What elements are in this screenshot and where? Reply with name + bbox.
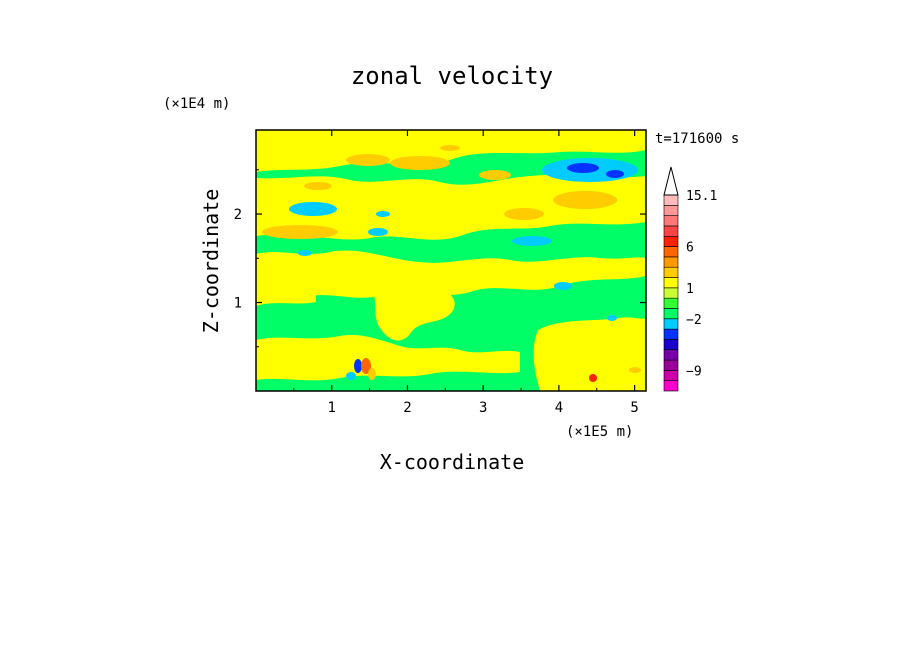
orange-patch-2	[346, 154, 390, 166]
colorbar-swatch	[663, 339, 679, 351]
x-tick-label: 3	[479, 400, 487, 416]
cyan-patch-9	[346, 372, 356, 380]
x-axis-title: X-coordinate	[380, 450, 525, 474]
colorbar-swatch	[663, 225, 679, 237]
x-tick-label: 4	[555, 400, 563, 416]
colorbar-swatch	[663, 308, 679, 320]
colorbar-label: 1	[686, 282, 694, 297]
cyan-patch-8	[298, 250, 312, 256]
orange-patch-8	[440, 145, 460, 151]
cyan-patch-7	[607, 315, 617, 321]
y-axis-title: Z-coordinate	[199, 189, 223, 334]
colorbar-swatch	[663, 349, 679, 361]
y-tick-label: 1	[234, 296, 242, 312]
orange-patch-5	[304, 182, 332, 190]
cyan-patch-6	[554, 282, 572, 290]
colorbar-swatch	[663, 277, 679, 289]
colorbar: 15.1 6 1 −2 −9	[663, 166, 717, 392]
yellow-band-lower-left	[256, 334, 520, 381]
time-label: t=171600 s	[655, 131, 739, 147]
orange-patch-9	[368, 368, 376, 380]
orange-patch-10	[629, 367, 641, 373]
x-unit-label: (×1E5 m)	[566, 424, 633, 440]
cyan-patch-5	[376, 211, 390, 217]
colorbar-swatch	[663, 318, 679, 330]
yellow-block-lower-right	[533, 317, 646, 391]
colorbar-swatch	[663, 194, 679, 206]
colorbar-swatch	[663, 256, 679, 268]
colorbar-label: −2	[686, 313, 702, 328]
colorbar-swatch	[663, 380, 679, 392]
colorbar-swatch	[663, 370, 679, 381]
colorbar-swatch	[663, 235, 679, 247]
cyan-patch-4	[368, 228, 388, 236]
blue-patch-2	[606, 170, 624, 178]
blue-patch-1	[567, 163, 599, 173]
colorbar-swatch	[663, 328, 679, 340]
orange-patch-3	[390, 156, 450, 170]
x-tick-label: 2	[403, 400, 411, 416]
cyan-patch-1	[289, 202, 337, 216]
colorbar-label: −9	[686, 364, 702, 379]
x-tick-label: 5	[630, 400, 638, 416]
colorbar-label: 15.1	[686, 189, 717, 204]
y-axis: 12	[234, 169, 646, 348]
red-patch-2	[589, 374, 597, 382]
colorbar-swatch	[663, 246, 679, 258]
colorbar-swatch	[663, 266, 679, 278]
colorbar-swatch	[663, 359, 679, 371]
blue-patch-3	[354, 359, 362, 373]
colorbar-label: 6	[686, 241, 694, 256]
orange-patch-4	[479, 170, 511, 180]
y-tick-label: 2	[234, 207, 242, 223]
colorbar-swatch	[663, 205, 679, 216]
yellow-lobe-center	[370, 271, 455, 341]
x-tick-label: 1	[328, 400, 336, 416]
orange-patch-6	[553, 191, 617, 209]
yellow-band-middle	[256, 250, 646, 300]
colorbar-swatch	[663, 215, 679, 227]
red-patch-1	[361, 358, 371, 374]
orange-patch-7	[504, 208, 544, 220]
yellow-band-upper	[256, 174, 646, 240]
colorbar-swatch	[663, 287, 679, 299]
chart-title: zonal velocity	[351, 62, 553, 90]
colorbar-extension-arrow	[663, 166, 679, 196]
cyan-patch-3	[512, 236, 552, 246]
y-unit-label: (×1E4 m)	[163, 96, 230, 112]
colorbar-swatch	[663, 297, 679, 309]
orange-patch-1	[262, 225, 338, 239]
plot-frame	[255, 129, 647, 392]
x-axis: 1 2 3 4 5	[293, 130, 639, 416]
field-plot	[256, 130, 646, 391]
yellow-streak-left	[256, 289, 316, 306]
